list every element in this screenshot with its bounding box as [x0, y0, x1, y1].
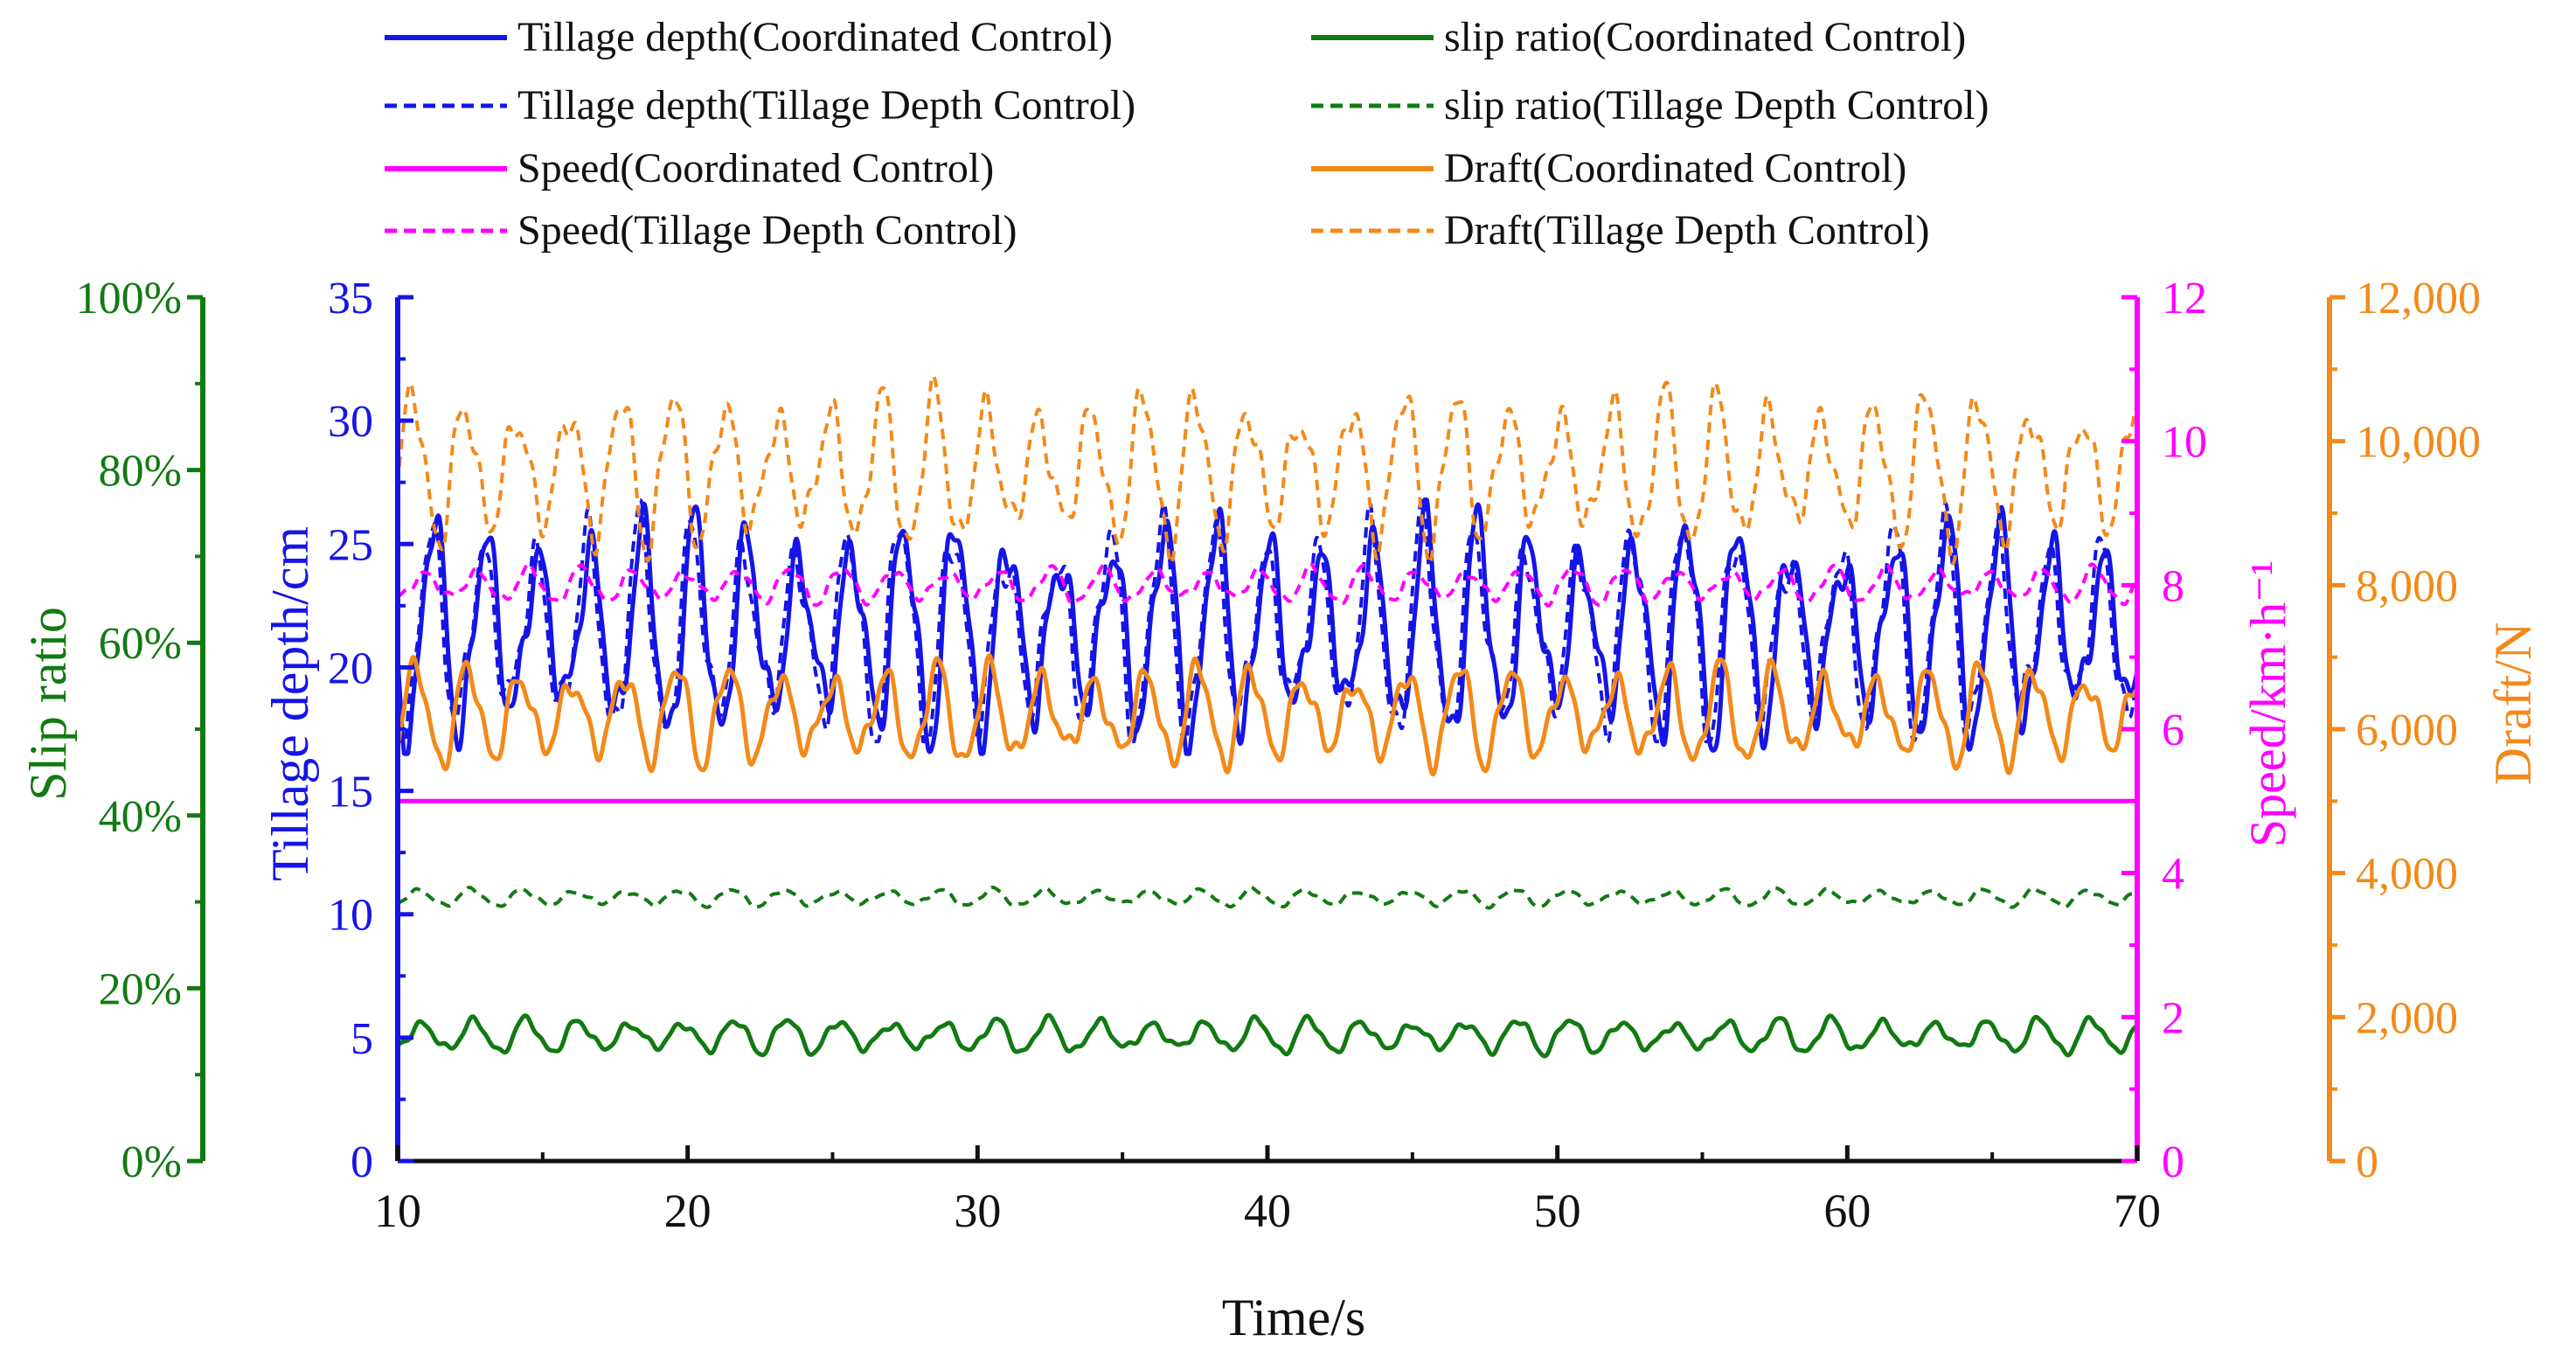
x-axis-title: Time/s: [1222, 1289, 1366, 1346]
legend-label-tillage-tdc: Tillage depth(Tillage Depth Control): [517, 82, 1135, 129]
series-slip-ratio-tillage-depth-control: [396, 886, 2139, 910]
axes-layer: 051015202530350246810120%20%40%60%80%100…: [76, 274, 2481, 1237]
legend-label-draft-cc: Draft(Coordinated Control): [1444, 145, 1906, 191]
draft-tick-label: 6,000: [2356, 706, 2458, 755]
tillage-tick-label: 30: [328, 397, 373, 447]
tillage-tick-label: 35: [328, 274, 373, 323]
speed-tick-label: 12: [2162, 274, 2207, 323]
x-tick-label: 40: [1244, 1185, 1291, 1237]
series-layer: [395, 374, 2140, 1059]
draft-tick-label: 4,000: [2356, 850, 2458, 900]
legend-label-slip-cc: slip ratio(Coordinated Control): [1444, 14, 1966, 60]
slip-tick-label: 60%: [99, 619, 182, 669]
legend-label-tillage-cc: Tillage depth(Coordinated Control): [517, 14, 1113, 60]
legend: Tillage depth(Coordinated Control) Tilla…: [385, 14, 1989, 254]
slip-axis-title: Slip ratio: [19, 607, 77, 801]
speed-tick-label: 10: [2162, 418, 2207, 468]
draft-tick-label: 12,000: [2356, 274, 2481, 323]
series-speed-tillage-depth-control: [396, 561, 2139, 608]
series-draft-coordinated-control: [395, 653, 2140, 777]
x-tick-label: 60: [1823, 1185, 1871, 1237]
x-tick-label: 30: [954, 1185, 1001, 1237]
speed-tick-label: 0: [2162, 1137, 2184, 1187]
slip-tick-label: 20%: [99, 964, 182, 1014]
tillage-tick-label: 20: [328, 643, 373, 693]
legend-item-draft-tdc: Draft(Tillage Depth Control): [1311, 207, 1929, 254]
legend-item-speed-tdc: Speed(Tillage Depth Control): [385, 207, 1017, 254]
slip-tick-label: 40%: [99, 792, 182, 842]
speed-tick-label: 8: [2162, 561, 2184, 611]
series-draft-tillage-depth-control: [396, 374, 2139, 566]
draft-axis-title: Draft/N: [2484, 622, 2542, 786]
speed-tick-label: 2: [2162, 993, 2184, 1043]
legend-item-speed-cc: Speed(Coordinated Control): [385, 145, 994, 191]
speed-axis-title: Speed/km·h⁻¹: [2239, 560, 2296, 847]
tillage-axis-title: Tillage depth/cm: [261, 526, 319, 881]
draft-tick-label: 0: [2356, 1137, 2378, 1187]
x-tick-label: 20: [664, 1185, 712, 1237]
x-tick-label: 10: [374, 1185, 421, 1237]
series-slip-ratio-coordinated-control: [396, 1012, 2139, 1059]
tillage-tick-label: 15: [328, 768, 373, 817]
legend-item-slip-cc: slip ratio(Coordinated Control): [1311, 14, 1966, 60]
tillage-tick-label: 10: [328, 891, 373, 941]
draft-tick-label: 2,000: [2356, 993, 2458, 1043]
draft-tick-label: 8,000: [2356, 561, 2458, 611]
x-tick-label: 50: [1534, 1185, 1581, 1237]
legend-label-speed-tdc: Speed(Tillage Depth Control): [517, 207, 1017, 254]
draft-tick-label: 10,000: [2356, 418, 2481, 468]
tillage-tick-label: 0: [351, 1137, 373, 1187]
legend-label-draft-tdc: Draft(Tillage Depth Control): [1444, 207, 1929, 254]
tillage-tick-label: 5: [351, 1014, 373, 1064]
legend-item-slip-tdc: slip ratio(Tillage Depth Control): [1311, 82, 1989, 129]
speed-tick-label: 6: [2162, 706, 2184, 755]
series-tillage-depth-tillage-depth-control: [396, 495, 2139, 744]
tillage-tick-label: 25: [328, 520, 373, 570]
slip-tick-label: 100%: [76, 274, 182, 323]
legend-item-draft-cc: Draft(Coordinated Control): [1311, 145, 1906, 191]
slip-tick-label: 80%: [99, 447, 182, 497]
slip-tick-label: 0%: [122, 1137, 182, 1187]
legend-label-speed-cc: Speed(Coordinated Control): [517, 145, 994, 191]
x-tick-label: 70: [2114, 1185, 2161, 1237]
legend-label-slip-tdc: slip ratio(Tillage Depth Control): [1444, 82, 1989, 129]
legend-item-tillage-cc: Tillage depth(Coordinated Control): [385, 14, 1113, 60]
legend-item-tillage-tdc: Tillage depth(Tillage Depth Control): [385, 82, 1135, 129]
speed-tick-label: 4: [2162, 850, 2184, 900]
